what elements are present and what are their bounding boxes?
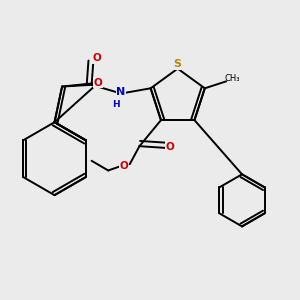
Text: CH₃: CH₃	[225, 74, 240, 83]
Text: N: N	[116, 87, 126, 97]
Text: O: O	[92, 53, 101, 63]
Text: S: S	[174, 59, 182, 70]
Text: O: O	[119, 161, 128, 171]
Text: O: O	[94, 78, 103, 88]
Text: H: H	[112, 100, 120, 109]
Text: O: O	[166, 142, 175, 152]
